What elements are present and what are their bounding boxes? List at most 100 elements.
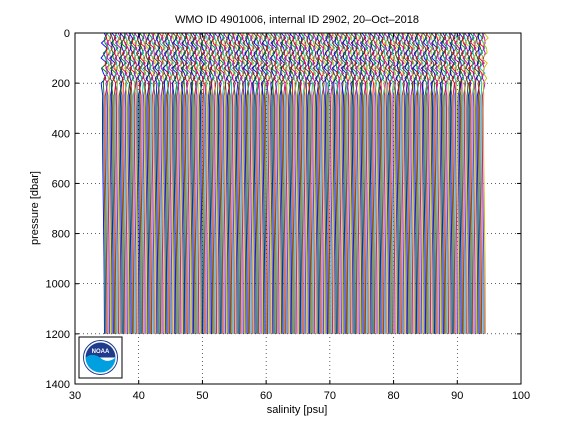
profile-line bbox=[459, 32, 467, 334]
profile-line bbox=[192, 32, 199, 334]
x-axis-label: salinity [psu] bbox=[267, 404, 328, 416]
y-tick-label: 800 bbox=[52, 229, 70, 241]
axes-box bbox=[74, 32, 522, 385]
profile-line bbox=[351, 32, 359, 334]
profile-line bbox=[267, 32, 274, 334]
profile-line bbox=[162, 32, 171, 334]
profile-line bbox=[112, 32, 119, 334]
profile-line bbox=[434, 32, 442, 334]
profile-line bbox=[126, 32, 133, 334]
profile-line bbox=[253, 32, 260, 334]
profile-line bbox=[317, 32, 326, 334]
profile-line bbox=[451, 32, 458, 334]
logo-top bbox=[85, 342, 116, 358]
y-ticks: 0 200 400 600 800 1000 1200 1400 bbox=[46, 28, 521, 391]
profile-line bbox=[107, 32, 114, 334]
profile-line bbox=[412, 32, 420, 334]
chart-title: WMO ID 4901006, internal ID 2902, 20–Oct… bbox=[175, 14, 419, 26]
profile-line bbox=[296, 32, 302, 334]
profile-line bbox=[170, 32, 178, 334]
profile-line bbox=[364, 32, 373, 334]
profile-line bbox=[109, 32, 117, 334]
y-tick-label: 0 bbox=[64, 28, 70, 40]
y-tick-label: 400 bbox=[52, 128, 70, 140]
profile-line bbox=[325, 32, 334, 334]
profile-line bbox=[370, 32, 378, 334]
profile-line bbox=[287, 32, 293, 334]
profile-line bbox=[176, 32, 185, 334]
profile-line bbox=[395, 32, 401, 334]
x-ticks: 30 40 50 60 70 80 90 100 bbox=[69, 33, 530, 402]
profile-line bbox=[101, 32, 110, 334]
profile-line bbox=[120, 32, 128, 334]
profile-line bbox=[206, 32, 213, 334]
profile-line bbox=[331, 32, 340, 334]
profile-line bbox=[329, 32, 335, 334]
profile-line bbox=[456, 32, 462, 334]
profile-line bbox=[300, 32, 307, 334]
profile-line bbox=[209, 32, 218, 334]
profile-line bbox=[220, 32, 227, 334]
profile-line bbox=[215, 32, 222, 334]
profile-line bbox=[201, 32, 208, 334]
profile-line bbox=[376, 32, 382, 334]
profile-line bbox=[181, 32, 189, 334]
axes-frame bbox=[74, 32, 522, 385]
profile-line bbox=[225, 32, 232, 334]
profile-line bbox=[154, 32, 161, 334]
profile-line bbox=[465, 32, 472, 334]
profile-line bbox=[479, 32, 486, 334]
profile-line bbox=[290, 32, 298, 334]
profile-line bbox=[187, 32, 194, 334]
profile-line bbox=[168, 32, 175, 334]
profile-line bbox=[303, 32, 312, 334]
profile-line bbox=[390, 32, 397, 334]
logo-text: NOAA bbox=[92, 349, 110, 355]
profile-line bbox=[439, 32, 449, 334]
profile-line bbox=[131, 32, 137, 334]
profile-line bbox=[281, 32, 288, 334]
profile-line bbox=[195, 32, 204, 334]
profile-line bbox=[418, 32, 425, 334]
profile-line bbox=[357, 32, 364, 334]
x-tick-label: 70 bbox=[324, 390, 336, 402]
profile-line bbox=[309, 32, 317, 334]
x-tick-label: 90 bbox=[451, 390, 463, 402]
profile-line bbox=[425, 32, 435, 334]
y-tick-label: 1000 bbox=[46, 279, 70, 291]
profile-line bbox=[423, 32, 429, 334]
profile-line bbox=[270, 32, 279, 334]
profile-line bbox=[445, 32, 453, 334]
profile-line bbox=[148, 32, 157, 334]
profile-line bbox=[378, 32, 388, 334]
profile-line bbox=[398, 32, 406, 334]
profile-line bbox=[117, 32, 123, 334]
y-tick-label: 1400 bbox=[46, 379, 70, 391]
logo-wave bbox=[85, 354, 116, 373]
profile-line bbox=[323, 32, 331, 334]
profile-line bbox=[409, 32, 415, 334]
profile-line bbox=[473, 32, 482, 334]
profile-line bbox=[276, 32, 284, 334]
profiles bbox=[100, 32, 489, 334]
profile-line bbox=[362, 32, 368, 334]
x-tick-label: 60 bbox=[260, 390, 272, 402]
profile-line bbox=[284, 32, 293, 334]
profile-line bbox=[384, 32, 392, 334]
x-tick-label: 40 bbox=[133, 390, 145, 402]
profile-line bbox=[314, 32, 321, 334]
profile-line bbox=[337, 32, 345, 334]
profile-line bbox=[334, 32, 340, 334]
profile-line bbox=[372, 32, 381, 334]
profile-line bbox=[239, 32, 246, 334]
y-tick-label: 200 bbox=[52, 78, 70, 90]
profile-line bbox=[145, 32, 151, 334]
x-tick-label: 50 bbox=[196, 390, 208, 402]
profile-line bbox=[262, 32, 269, 334]
x-tick-label: 30 bbox=[69, 390, 81, 402]
x-tick-label: 80 bbox=[387, 390, 399, 402]
y-tick-label: 600 bbox=[52, 178, 70, 190]
profile-line bbox=[348, 32, 354, 334]
profile-line bbox=[156, 32, 164, 334]
